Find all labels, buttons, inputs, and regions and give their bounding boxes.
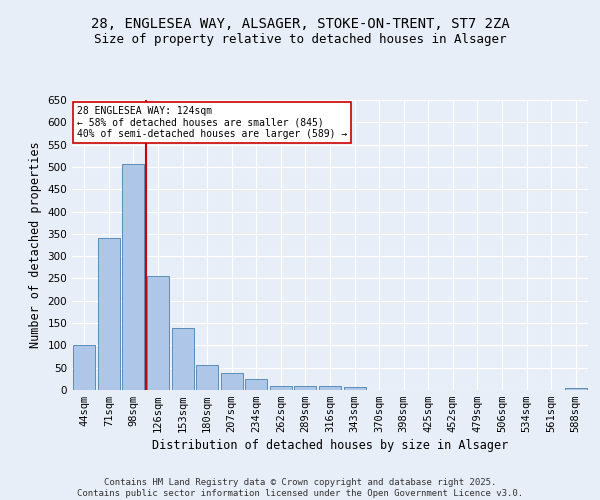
Bar — [73, 346, 95, 390]
Text: Contains HM Land Registry data © Crown copyright and database right 2025.
Contai: Contains HM Land Registry data © Crown c… — [77, 478, 523, 498]
Bar — [344, 387, 365, 390]
Bar — [122, 164, 145, 390]
Y-axis label: Number of detached properties: Number of detached properties — [29, 142, 42, 348]
Bar — [319, 386, 341, 390]
Bar — [565, 388, 587, 390]
Bar — [295, 386, 316, 390]
Bar — [245, 379, 268, 390]
Bar — [221, 374, 243, 390]
Text: 28, ENGLESEA WAY, ALSAGER, STOKE-ON-TRENT, ST7 2ZA: 28, ENGLESEA WAY, ALSAGER, STOKE-ON-TREN… — [91, 18, 509, 32]
X-axis label: Distribution of detached houses by size in Alsager: Distribution of detached houses by size … — [152, 440, 508, 452]
Bar — [172, 328, 194, 390]
Text: Size of property relative to detached houses in Alsager: Size of property relative to detached ho… — [94, 32, 506, 46]
Bar — [147, 276, 169, 390]
Bar — [98, 238, 120, 390]
Bar — [270, 386, 292, 390]
Bar — [196, 366, 218, 390]
Text: 28 ENGLESEA WAY: 124sqm
← 58% of detached houses are smaller (845)
40% of semi-d: 28 ENGLESEA WAY: 124sqm ← 58% of detache… — [77, 106, 347, 139]
